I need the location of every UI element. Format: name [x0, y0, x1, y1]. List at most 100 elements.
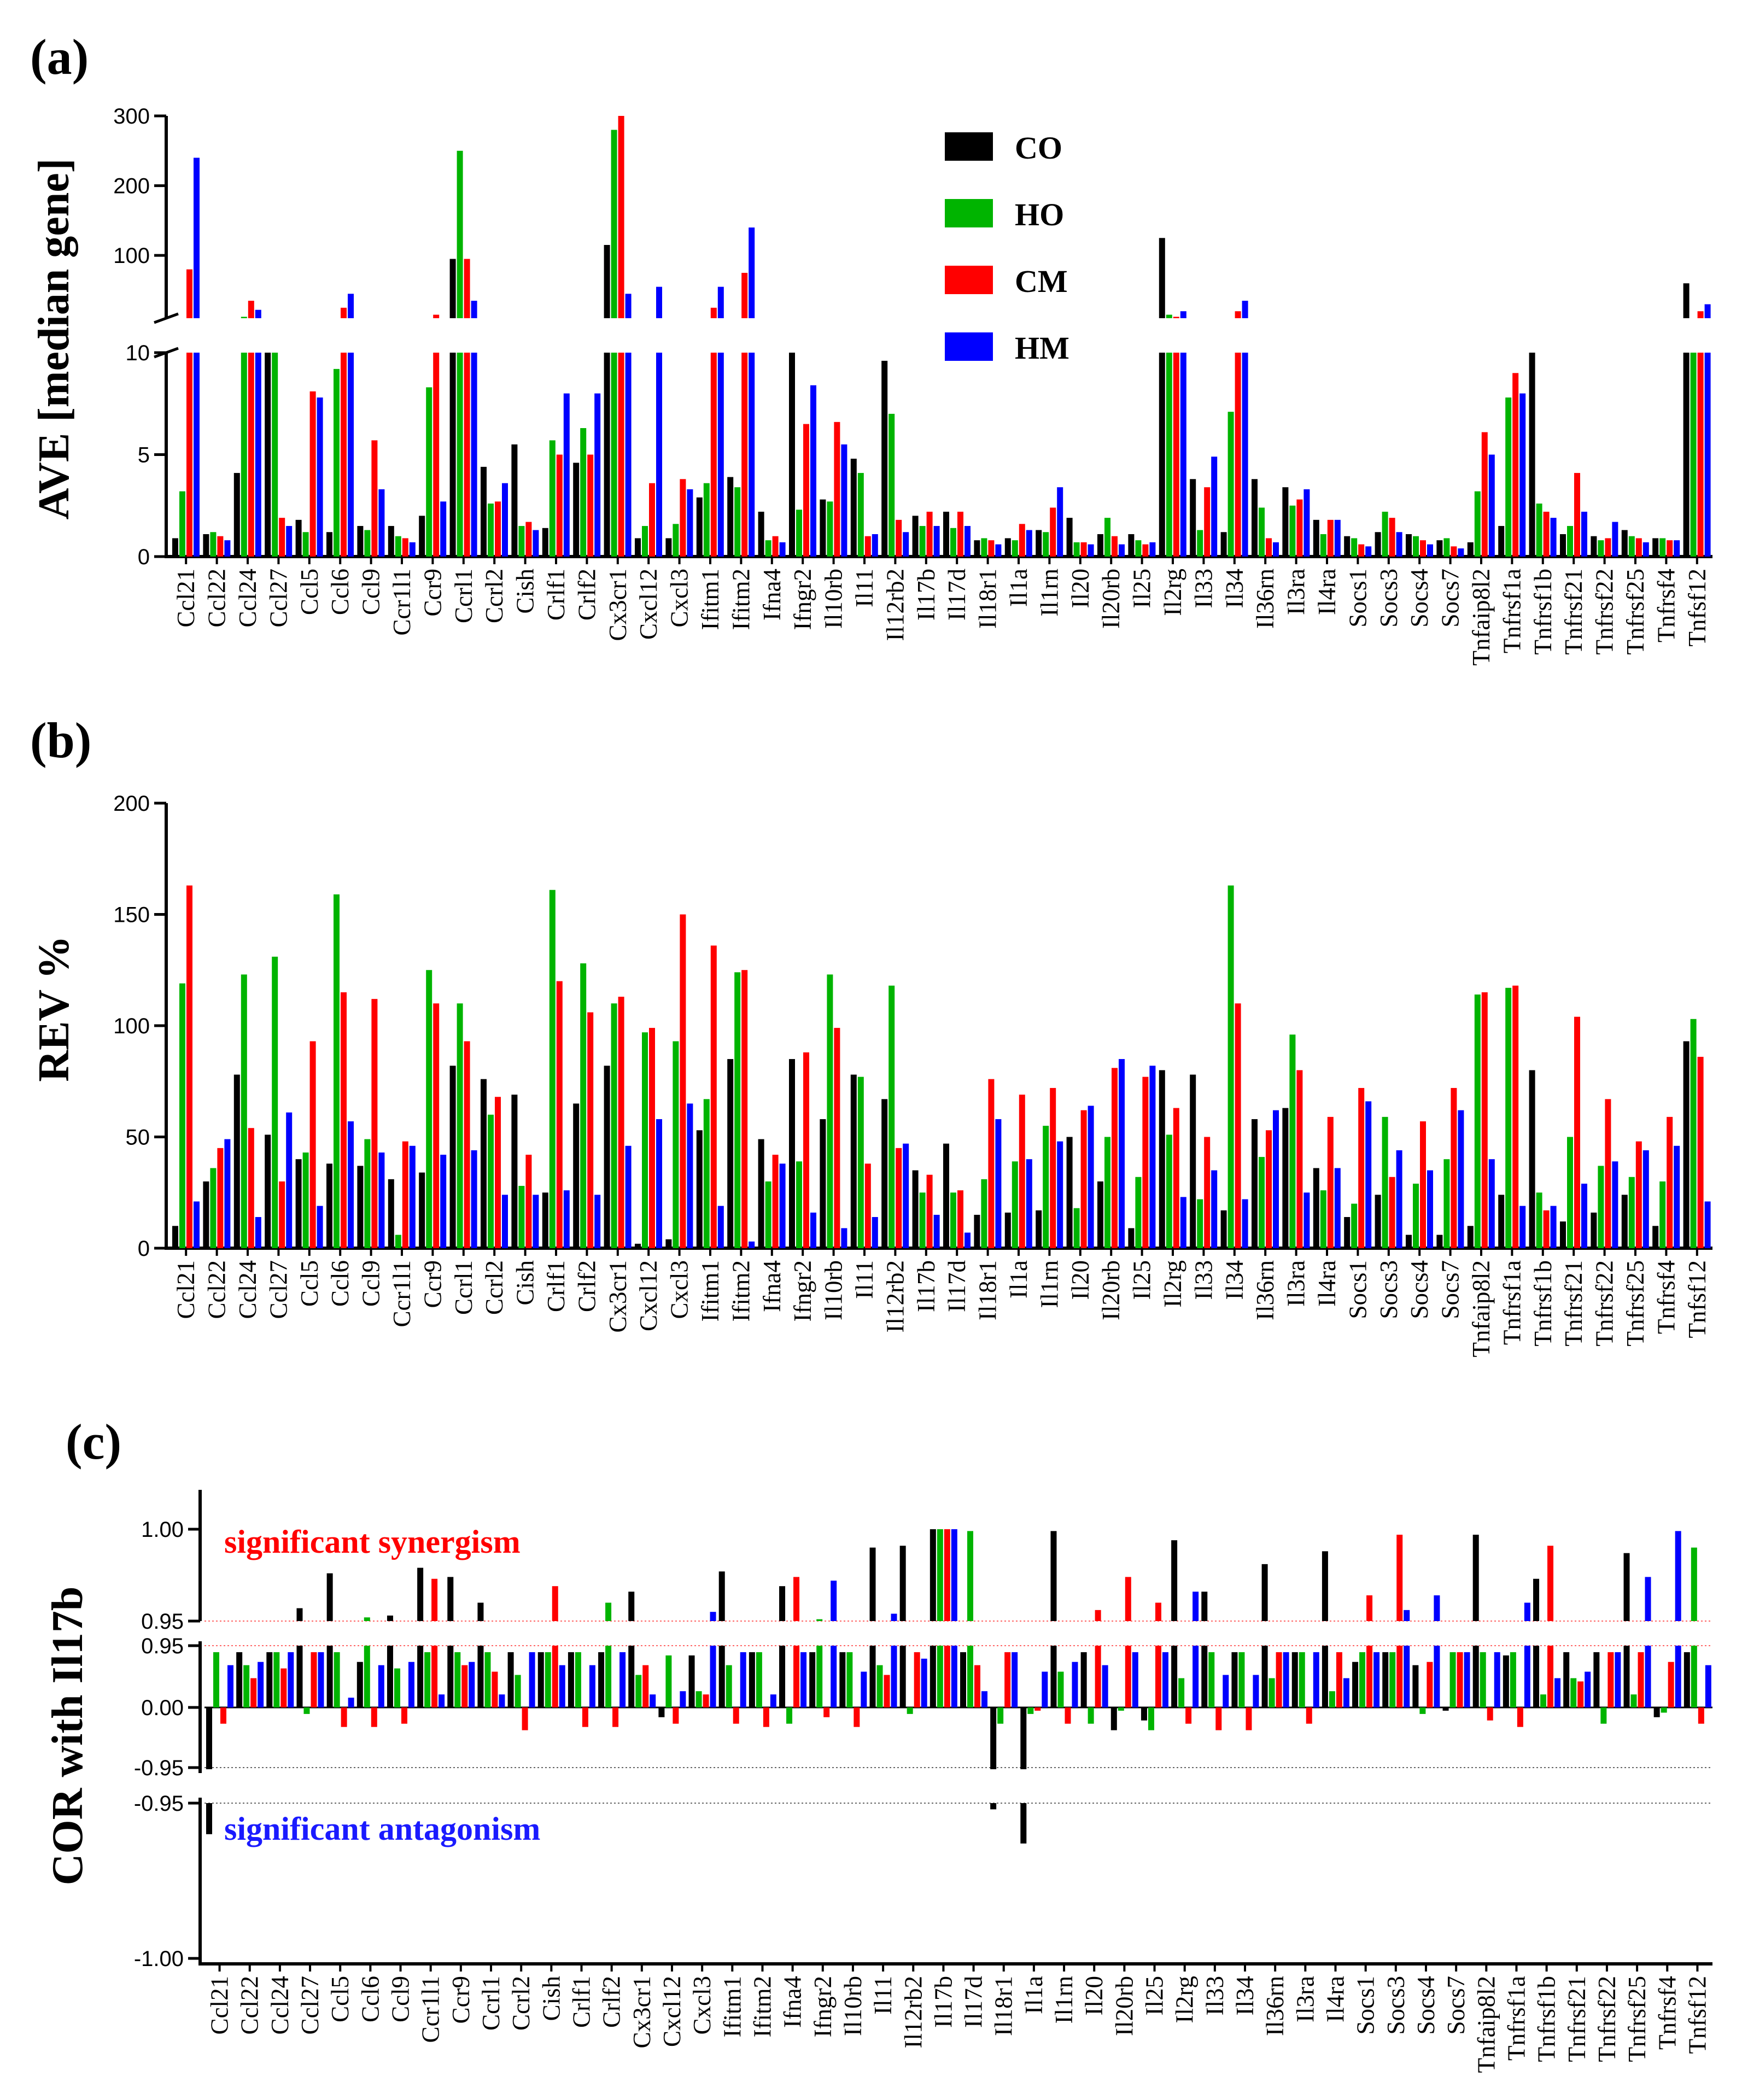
bar-ho: [642, 526, 648, 557]
category-label: Il17d: [943, 569, 971, 621]
bar-ho: [796, 1161, 802, 1248]
category-label: Ifna4: [758, 1260, 786, 1312]
bar-co: [1252, 1119, 1258, 1248]
bar-cm: [803, 1052, 809, 1248]
bar-ho: [241, 974, 247, 1248]
bar-co-upper: [1261, 1564, 1268, 1621]
bar-hm: [964, 526, 971, 557]
bar-ho: [1148, 1707, 1154, 1730]
bar-cm: [1336, 1652, 1342, 1707]
category-label: Ccl22: [236, 1976, 264, 2035]
category-label: Il2rg: [1171, 1976, 1199, 2023]
bar-ho: [703, 483, 710, 557]
bar-co: [511, 444, 518, 557]
bar-hm: [439, 1694, 445, 1707]
bar-hm-upper: [1180, 311, 1186, 318]
bar-cm: [988, 540, 995, 557]
bar-hm: [378, 489, 385, 557]
bar-cm: [1358, 1087, 1365, 1248]
category-label: Il34: [1221, 569, 1248, 609]
category-label: Ifitm1: [697, 569, 724, 630]
bar-ho: [1259, 1157, 1265, 1248]
bar-ho: [1600, 1707, 1607, 1724]
bar-co: [1621, 530, 1628, 557]
bar-ho: [457, 353, 463, 557]
bar-co: [1375, 532, 1381, 557]
bar-hm: [1162, 1652, 1168, 1707]
bar-co: [598, 1652, 605, 1707]
category-label: Tnfrsf1b: [1533, 1976, 1560, 2062]
category-label: Il34: [1231, 1976, 1259, 2016]
bar-hm: [800, 1652, 807, 1707]
bar-hm: [533, 1195, 539, 1248]
bar-co: [326, 1163, 332, 1248]
bar-ho: [756, 1652, 762, 1707]
bar-hm: [779, 1163, 786, 1248]
category-label: Ccr9: [419, 1260, 446, 1308]
bar-hm: [1119, 1059, 1125, 1248]
bar-co: [1591, 1212, 1597, 1248]
bar-ho: [1227, 412, 1234, 557]
bar-cm: [618, 353, 624, 557]
bar-hm-upper: [348, 294, 354, 318]
bar-ho: [484, 1652, 491, 1707]
bar-co: [1159, 1070, 1165, 1248]
bar-hm: [499, 1694, 505, 1707]
bar-co: [1128, 1228, 1135, 1248]
bar-co: [233, 1074, 240, 1248]
category-label: Il18r1: [974, 569, 1002, 629]
bar-ho: [765, 1181, 771, 1248]
bar-co: [537, 1652, 544, 1707]
bar-cm-upper: [793, 1577, 800, 1621]
bar-hm-upper: [1675, 1531, 1681, 1621]
bar-co: [604, 353, 610, 557]
bar-hm: [749, 353, 755, 557]
category-label: Il18r1: [974, 1260, 1002, 1320]
bar-cm: [402, 538, 408, 557]
bar-co: [1352, 1662, 1359, 1707]
bar-co: [1097, 1181, 1103, 1248]
bar-ho: [1320, 1190, 1326, 1248]
bar-co: [749, 1652, 755, 1707]
category-label: Il2rg: [1159, 1260, 1186, 1308]
bar-co-upper: [1171, 1540, 1178, 1621]
bar-co: [1261, 1646, 1268, 1707]
bar-co: [635, 1243, 641, 1248]
bar-cm: [884, 1675, 890, 1707]
category-label: Ccl9: [387, 1976, 414, 2022]
bar-cm: [896, 519, 902, 557]
bar-ho: [1413, 536, 1419, 557]
bar-hm: [529, 1652, 535, 1707]
category-label: Ccl6: [356, 1976, 384, 2022]
bar-cm: [464, 353, 470, 557]
bar-co: [1313, 1168, 1319, 1248]
bar-cm: [1396, 1646, 1403, 1707]
bar-cm: [522, 1707, 528, 1730]
bar-hm-upper: [1404, 1610, 1410, 1621]
category-label: Ifitm2: [727, 1260, 755, 1321]
bar-ho: [575, 1652, 581, 1707]
bar-co-lower: [990, 1803, 997, 1810]
bar-ho: [981, 538, 987, 557]
bar-hm: [1026, 1159, 1032, 1248]
bar-ho-upper: [241, 317, 247, 318]
bar-cm: [1142, 1077, 1149, 1248]
bar-hm: [740, 1652, 746, 1707]
bar-hm: [1458, 548, 1464, 557]
bar-hm: [710, 1646, 716, 1707]
bar-cm: [763, 1707, 769, 1727]
bar-cm: [1080, 1110, 1087, 1248]
bar-cm: [680, 914, 686, 1248]
bar-ho: [210, 532, 217, 557]
bar-co: [789, 1059, 795, 1248]
bar-hm-upper: [1192, 1592, 1199, 1621]
bar-cm: [1607, 1652, 1614, 1707]
category-label: Tnfaip8l2: [1468, 569, 1495, 665]
bar-co: [1313, 519, 1319, 557]
category-label: Ccr9: [447, 1976, 475, 2023]
bar-ho: [1012, 1161, 1018, 1248]
bar-cm: [974, 1665, 980, 1707]
category-label: Crlf2: [573, 1260, 600, 1312]
category-label: Tnfrsf22: [1591, 569, 1618, 654]
bar-cm: [1327, 519, 1334, 557]
